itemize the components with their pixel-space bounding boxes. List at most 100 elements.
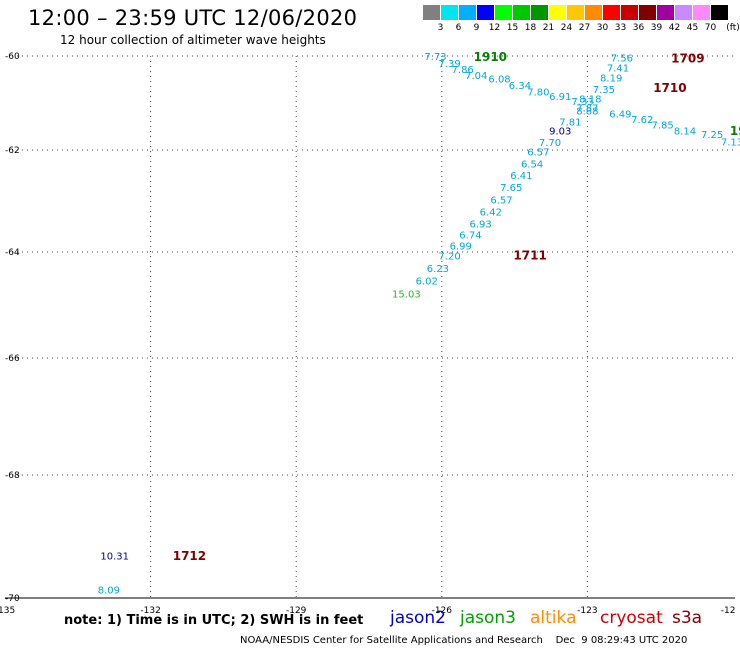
wave-height-label: 7.87 bbox=[576, 104, 598, 115]
legend-label: 27 bbox=[578, 23, 591, 33]
page-subtitle: 12 hour collection of altimeter wave hei… bbox=[60, 33, 326, 47]
wave-height-label: 7.70 bbox=[539, 138, 561, 149]
lat-tick-label: -66 bbox=[5, 354, 20, 364]
legend-label: 24 bbox=[560, 23, 573, 33]
wave-height-label: 6.42 bbox=[480, 208, 502, 219]
legend-label: 45 bbox=[686, 23, 699, 33]
pass-time-label: 1710 bbox=[653, 81, 686, 95]
footer-note: note: 1) Time is in UTC; 2) SWH is in fe… bbox=[64, 613, 364, 628]
pass-time-label: 1910 bbox=[474, 50, 507, 64]
legend-label: 30 bbox=[596, 23, 609, 33]
wave-height-label: 6.02 bbox=[416, 277, 438, 288]
legend-label: 39 bbox=[650, 23, 663, 33]
satellite-label-jason3: jason3 bbox=[460, 608, 516, 628]
wave-height-label: 7.04 bbox=[465, 71, 487, 82]
wave-height-label: 7.81 bbox=[559, 117, 581, 128]
wave-height-label: 7.39 bbox=[438, 59, 460, 70]
satellite-label-altika: altika bbox=[530, 608, 577, 628]
legend-swatch bbox=[441, 5, 458, 20]
legend-unit: (ft) bbox=[726, 23, 740, 33]
legend-swatch bbox=[675, 5, 692, 20]
legend-label: 15 bbox=[506, 23, 519, 33]
wave-height-label: 6.08 bbox=[488, 75, 510, 86]
legend-label: 42 bbox=[668, 23, 681, 33]
legend-label: 9 bbox=[473, 23, 480, 33]
wave-height-label: 8.14 bbox=[674, 127, 696, 138]
wave-height-label: 8.88 bbox=[576, 107, 598, 118]
legend-swatch bbox=[423, 5, 440, 20]
legend-swatch bbox=[639, 5, 656, 20]
pass-time-label: 1709 bbox=[671, 51, 704, 65]
pass-time-label: 1911 bbox=[730, 124, 740, 138]
lat-tick-label: -64 bbox=[5, 248, 20, 258]
legend-label: 3 bbox=[437, 23, 444, 33]
lon-tick-label: -135 bbox=[0, 606, 15, 616]
wave-height-label: 8.19 bbox=[600, 74, 622, 85]
legend-swatch bbox=[495, 5, 512, 20]
wave-height-label: 7.13 bbox=[721, 138, 740, 149]
wave-height-label: 7.33 bbox=[571, 97, 593, 108]
pass-time-label: 1711 bbox=[513, 249, 546, 263]
page-title: 12:00 – 23:59 UTC 12/06/2020 bbox=[28, 6, 358, 30]
wave-height-label: 10.31 bbox=[100, 552, 129, 563]
lon-tick-label: -12 bbox=[721, 606, 736, 616]
legend-swatch bbox=[657, 5, 674, 20]
wave-height-label: 15.03 bbox=[392, 289, 421, 300]
legend-label: 21 bbox=[542, 23, 555, 33]
satellite-label-cryosat: cryosat bbox=[600, 608, 663, 628]
wave-height-label: 7.80 bbox=[527, 87, 549, 98]
lat-tick-label: -60 bbox=[5, 52, 20, 62]
satellite-label-jason2: jason2 bbox=[390, 608, 446, 628]
satellite-label-s3a: s3a bbox=[672, 608, 703, 628]
legend-label: 70 bbox=[704, 23, 717, 33]
wave-height-label: 7.62 bbox=[631, 115, 653, 126]
wave-height-label: 7.65 bbox=[500, 183, 522, 194]
legend-swatch bbox=[477, 5, 494, 20]
wave-height-label: 8.09 bbox=[98, 585, 120, 596]
legend-label: 18 bbox=[524, 23, 537, 33]
wave-height-label: 6.49 bbox=[609, 109, 631, 120]
legend-swatch bbox=[531, 5, 548, 20]
legend-label: 12 bbox=[488, 23, 501, 33]
lon-tick-label: -123 bbox=[577, 606, 597, 616]
pass-time-label: 1712 bbox=[173, 549, 206, 563]
legend-swatch bbox=[711, 5, 728, 20]
wave-height-label: 6.23 bbox=[427, 264, 449, 275]
wave-height-label: 6.57 bbox=[527, 148, 549, 159]
wave-height-label: 7.73 bbox=[424, 52, 446, 63]
wave-height-label: 6.54 bbox=[521, 159, 543, 170]
wave-height-label: 7.35 bbox=[593, 85, 615, 96]
wave-height-label: 6.57 bbox=[490, 195, 512, 206]
wave-height-label: 7.85 bbox=[651, 121, 673, 132]
lon-tick-label: -126 bbox=[432, 606, 453, 616]
lon-tick-label: -132 bbox=[140, 606, 160, 616]
wave-height-label: 7.86 bbox=[452, 65, 474, 76]
wave-height-label: 6.99 bbox=[450, 241, 472, 252]
wave-height-label: 6.34 bbox=[509, 81, 531, 92]
legend-swatch bbox=[513, 5, 530, 20]
lat-tick-label: -62 bbox=[5, 146, 20, 156]
legend-swatch bbox=[603, 5, 620, 20]
credit-line: NOAA/NESDIS Center for Satellite Applica… bbox=[240, 635, 688, 646]
legend-label: 6 bbox=[455, 23, 462, 33]
wave-height-label: 7.41 bbox=[607, 63, 629, 74]
legend-swatch bbox=[621, 5, 638, 20]
legend-label: 36 bbox=[632, 23, 645, 33]
legend-swatch bbox=[585, 5, 602, 20]
lat-tick-label: -70 bbox=[5, 594, 20, 604]
legend-label: 33 bbox=[614, 23, 627, 33]
wave-height-label: 6.41 bbox=[510, 171, 532, 182]
wave-height-label: 6.91 bbox=[549, 92, 571, 103]
legend-swatch bbox=[549, 5, 566, 20]
legend-swatch bbox=[459, 5, 476, 20]
wave-height-label: 7.25 bbox=[701, 130, 723, 141]
wave-height-label: 7.20 bbox=[438, 252, 460, 263]
wave-height-label: 9.03 bbox=[549, 127, 571, 138]
legend-swatch bbox=[693, 5, 710, 20]
wave-height-label: 6.74 bbox=[459, 231, 481, 242]
wave-height-label: 7.56 bbox=[611, 53, 633, 64]
legend-swatch bbox=[567, 5, 584, 20]
wave-height-label: 6.93 bbox=[469, 219, 491, 230]
